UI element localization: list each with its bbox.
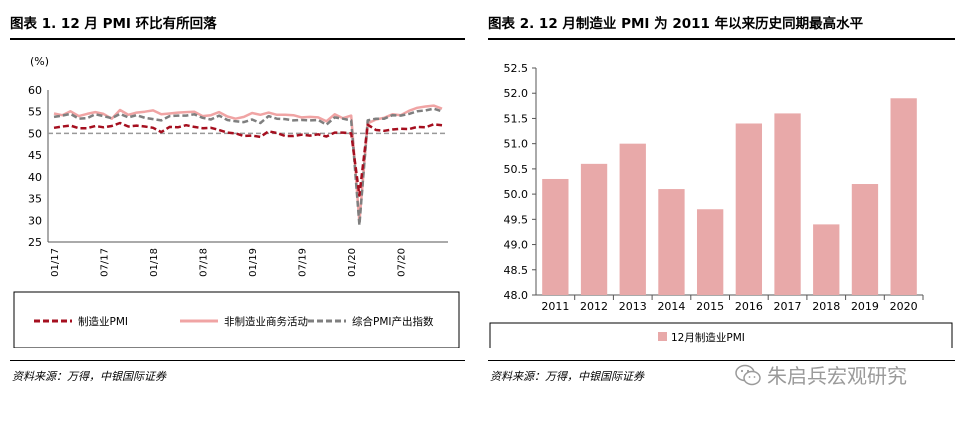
x-tick-label: 2018 bbox=[812, 300, 840, 313]
right-source-text: 资料来源：万得，中银国际证券 bbox=[490, 370, 644, 383]
watermark-text: 朱启兵宏观研究 bbox=[767, 364, 907, 388]
y-tick-label: 50.5 bbox=[504, 163, 529, 176]
y-tick-label: 45 bbox=[28, 149, 42, 162]
y-tick-label: 48.5 bbox=[504, 264, 529, 277]
right-title-rule bbox=[488, 38, 955, 40]
legend-swatch bbox=[658, 332, 667, 341]
bar bbox=[658, 189, 685, 295]
x-tick-label: 2015 bbox=[696, 300, 724, 313]
y-tick-label: 55 bbox=[28, 106, 42, 119]
x-tick-label: 01/20 bbox=[347, 248, 358, 277]
x-tick-label: 2020 bbox=[890, 300, 918, 313]
legend-box bbox=[489, 322, 953, 348]
legend-box bbox=[13, 291, 460, 348]
x-tick-label: 01/19 bbox=[248, 248, 259, 277]
y-tick-label: 52.5 bbox=[504, 62, 529, 75]
y-tick-label: 49.0 bbox=[504, 239, 529, 252]
x-tick-label: 07/18 bbox=[199, 248, 210, 277]
bar bbox=[851, 184, 879, 295]
legend-label: 制造业PMI bbox=[78, 315, 128, 328]
y-tick-label: 48.0 bbox=[504, 289, 529, 302]
series-line bbox=[53, 121, 443, 197]
bar bbox=[542, 178, 569, 295]
x-tick-label: 07/17 bbox=[100, 248, 111, 277]
right-bar-chart: 48.0 48.5 49.0 49.5 50.0 50.5 51.0 51.5 52.0 52.5… bbox=[489, 62, 953, 348]
y-tick-label: 40 bbox=[28, 171, 42, 184]
left-source-text: 资料来源：万得，中银国际证券 bbox=[12, 370, 166, 383]
bar bbox=[735, 123, 763, 295]
y-axis-unit-label: (%) bbox=[30, 55, 49, 68]
left-chart-title: 图表 1. 12 月 PMI 环比有所回落 bbox=[10, 16, 217, 32]
x-tick-label: 01/17 bbox=[50, 248, 61, 277]
legend-label: 非制造业商务活动 bbox=[224, 315, 308, 328]
x-tick-label: 07/20 bbox=[397, 248, 408, 277]
series-line bbox=[53, 107, 443, 227]
bar bbox=[890, 98, 917, 295]
bar bbox=[619, 143, 646, 295]
x-tick-label: 2017 bbox=[774, 300, 802, 313]
x-tick-label: 2014 bbox=[657, 300, 685, 313]
bar bbox=[774, 113, 801, 296]
x-tick-label: 2013 bbox=[619, 300, 647, 313]
legend-label: 综合PMI产出指数 bbox=[352, 315, 434, 328]
watermark: 朱启兵宏观研究 bbox=[735, 360, 907, 389]
right-source-rule bbox=[488, 360, 955, 361]
x-tick-label: 07/19 bbox=[298, 248, 309, 277]
bar bbox=[580, 163, 608, 295]
wechat-icon bbox=[735, 364, 761, 385]
y-tick-label: 25 bbox=[28, 236, 42, 249]
right-chart-title: 图表 2. 12 月制造业 PMI 为 2011 年以来历史同期最高水平 bbox=[488, 16, 864, 32]
x-tick-label: 2011 bbox=[541, 300, 569, 313]
y-tick-label: 52.0 bbox=[504, 87, 529, 100]
series-line bbox=[53, 104, 443, 224]
x-tick-label: 2012 bbox=[580, 300, 608, 313]
left-title-rule bbox=[10, 38, 465, 40]
legend-label: 12月制造业PMI bbox=[671, 331, 745, 344]
y-tick-label: 49.5 bbox=[504, 213, 529, 226]
y-tick-label: 51.5 bbox=[504, 112, 529, 125]
y-tick-label: 35 bbox=[28, 193, 42, 206]
x-tick-label: 01/18 bbox=[149, 248, 160, 277]
y-tick-label: 50 bbox=[28, 127, 42, 140]
y-tick-label: 50.0 bbox=[504, 188, 529, 201]
left-source-rule bbox=[10, 360, 465, 361]
y-tick-label: 51.0 bbox=[504, 138, 529, 151]
y-tick-label: 30 bbox=[28, 214, 42, 227]
bar bbox=[813, 224, 840, 295]
x-tick-label: 2016 bbox=[735, 300, 763, 313]
bar bbox=[696, 209, 724, 295]
y-tick-label: 60 bbox=[28, 84, 42, 97]
x-tick-label: 2019 bbox=[851, 300, 879, 313]
left-line-chart: (%) 25 30 35 40 45 50 55 60 01/17 07/17 01/18 07/18 0… bbox=[13, 55, 460, 348]
